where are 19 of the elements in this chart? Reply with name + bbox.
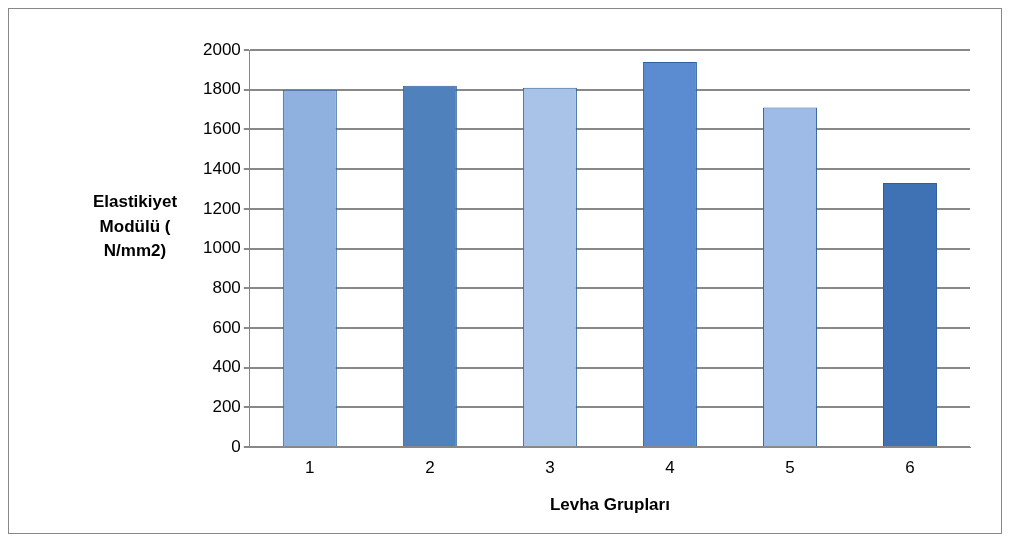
- y-tick-label: 1800: [202, 79, 241, 99]
- y-axis-title: Elastikiyet Modülü ( N/mm2): [91, 191, 179, 263]
- x-tick-label: 1: [305, 458, 315, 478]
- y-tick-label: 600: [212, 317, 241, 337]
- y-tick-label: 1000: [202, 238, 241, 258]
- y-tick-label: 200: [212, 397, 241, 417]
- x-tick-label: 3: [545, 458, 555, 478]
- y-tick-label: 2000: [202, 39, 241, 59]
- y-tick-label: 400: [212, 357, 241, 377]
- y-tick-label: 0: [231, 436, 241, 456]
- y-tick-label: 1400: [202, 158, 241, 178]
- y-tick-label: 1600: [202, 119, 241, 139]
- y-tick-label: 800: [212, 278, 241, 298]
- x-tick-label: 5: [785, 458, 795, 478]
- x-tick-label: 6: [905, 458, 915, 478]
- x-tick-label: 2: [425, 458, 435, 478]
- x-tick-label: 4: [665, 458, 675, 478]
- y-tick-label: 1200: [202, 198, 241, 218]
- x-axis-title: Levha Grupları: [549, 495, 670, 515]
